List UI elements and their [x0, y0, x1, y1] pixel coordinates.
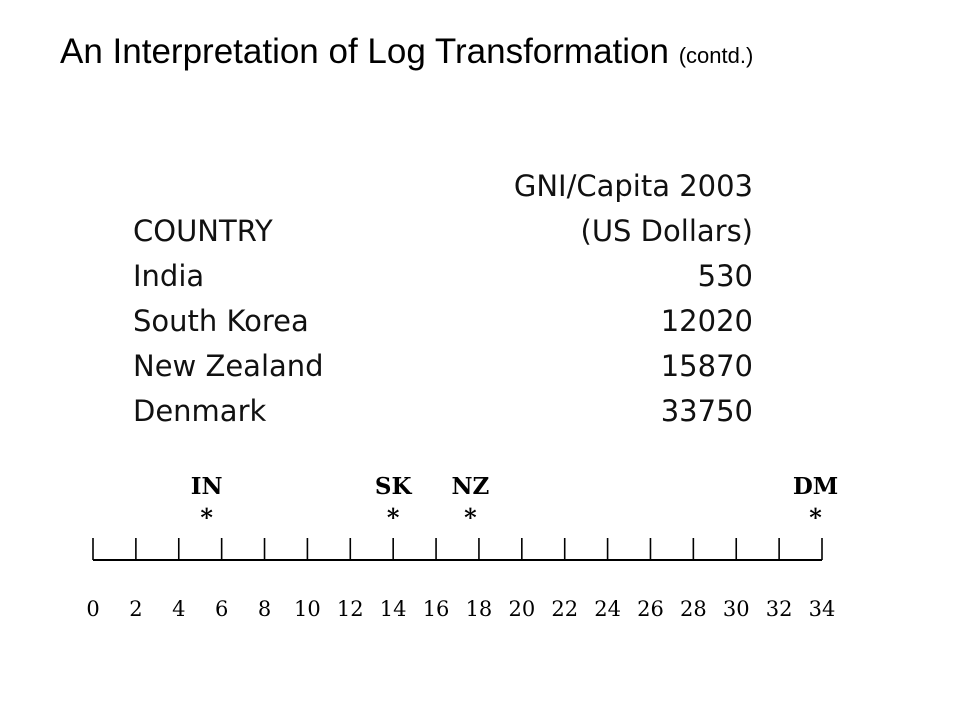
point-label: NZ — [451, 473, 489, 500]
point-marker: * — [387, 503, 400, 532]
point-marker: * — [464, 503, 477, 532]
point-label: DM — [793, 473, 838, 500]
gni-value: 530 — [697, 259, 753, 293]
tick-label: 4 — [172, 597, 185, 621]
gni-value: 33750 — [660, 394, 753, 428]
country-name: South Korea — [133, 304, 309, 338]
tick-label: 12 — [337, 597, 364, 621]
slide-title-main: An Interpretation of Log Transformation — [60, 32, 679, 71]
tick-label: 20 — [508, 597, 535, 621]
gni-table: GNI/Capita 2003 COUNTRY (US Dollars) Ind… — [133, 164, 753, 434]
table-row: New Zealand 15870 — [133, 344, 753, 389]
table-row: South Korea 12020 — [133, 299, 753, 344]
tick-label: 0 — [86, 597, 99, 621]
tick-label: 34 — [809, 597, 836, 621]
table-row: Denmark 33750 — [133, 389, 753, 434]
tick-label: 30 — [723, 597, 750, 621]
header-gni-per-capita: GNI/Capita 2003 — [513, 169, 753, 203]
point-marker: * — [809, 503, 822, 532]
tick-label: 28 — [680, 597, 707, 621]
tick-label: 16 — [423, 597, 450, 621]
tick-label: 18 — [466, 597, 493, 621]
tick-label: 8 — [258, 597, 271, 621]
tick-label: 10 — [294, 597, 321, 621]
tick-label: 32 — [766, 597, 793, 621]
tick-label: 14 — [380, 597, 407, 621]
gni-value: 15870 — [660, 349, 753, 383]
point-label: IN — [191, 473, 223, 500]
country-name: India — [133, 259, 205, 293]
header-us-dollars: (US Dollars) — [580, 214, 753, 248]
point-label: SK — [375, 473, 413, 500]
tick-label: 2 — [129, 597, 142, 621]
tick-label: 22 — [551, 597, 578, 621]
slide-title: An Interpretation of Log Transformation … — [60, 34, 753, 69]
gni-value: 12020 — [660, 304, 753, 338]
table-row: India 530 — [133, 254, 753, 299]
tick-label: 26 — [637, 597, 664, 621]
table-header-row-1: GNI/Capita 2003 — [133, 164, 753, 209]
country-name: Denmark — [133, 394, 267, 428]
slide-title-contd: (contd.) — [678, 43, 754, 68]
header-country: COUNTRY — [133, 214, 273, 248]
point-marker: * — [200, 503, 213, 532]
country-name: New Zealand — [133, 349, 324, 383]
tick-label: 24 — [594, 597, 621, 621]
table-header-row-2: COUNTRY (US Dollars) — [133, 209, 753, 254]
tick-label: 6 — [215, 597, 228, 621]
